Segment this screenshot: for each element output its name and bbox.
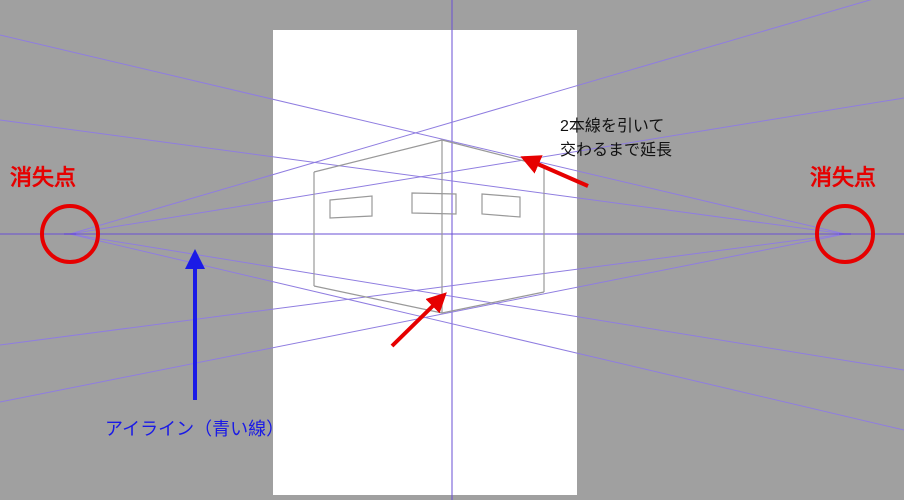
diagram-stage xyxy=(0,0,904,500)
diagram-svg xyxy=(0,0,904,500)
paper-area xyxy=(273,30,577,495)
